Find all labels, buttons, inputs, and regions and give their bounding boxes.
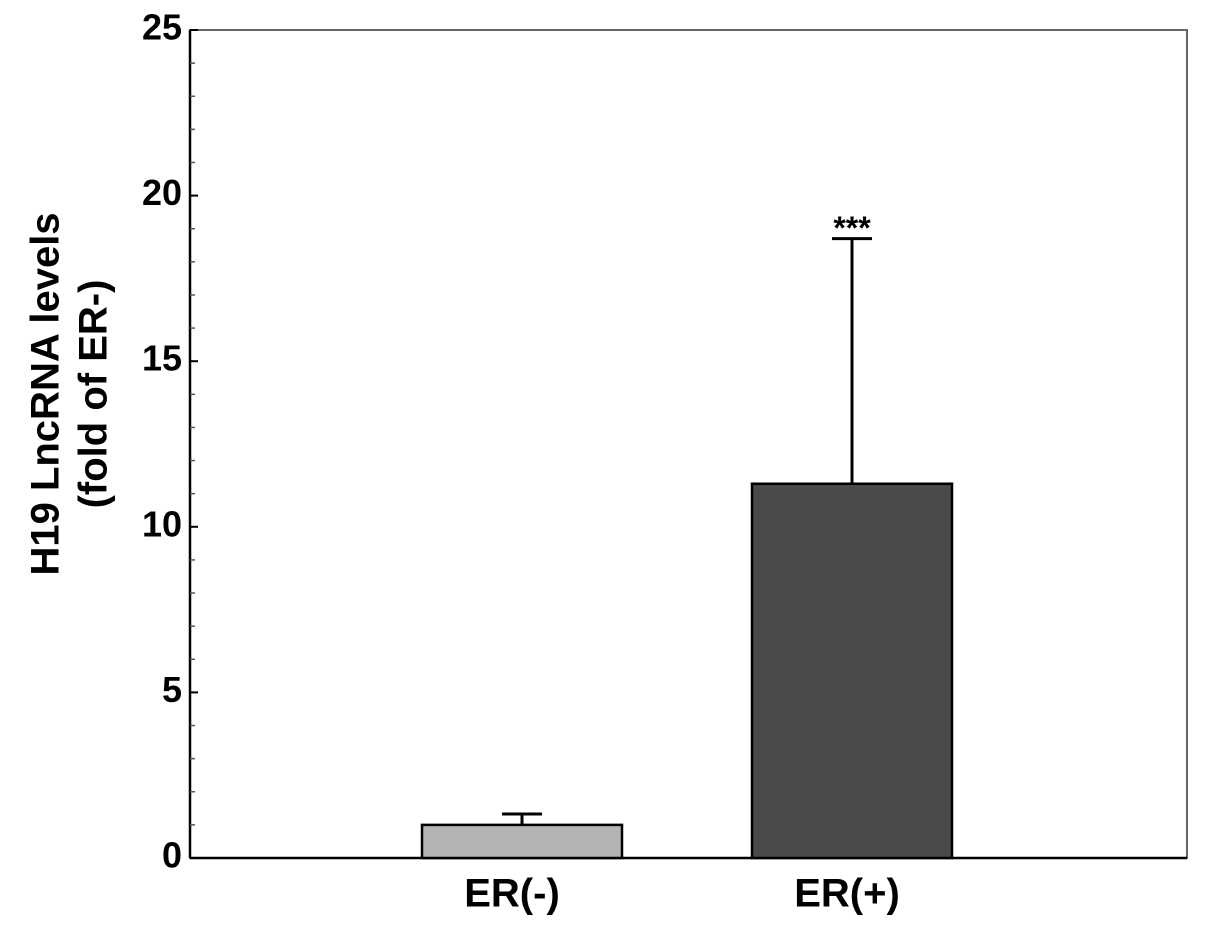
- y-tick-label: 15: [142, 338, 182, 379]
- y-axis-title-line: (fold of ER-): [72, 280, 116, 509]
- significance-label: ***: [833, 210, 871, 246]
- x-tick-label: ER(-): [464, 872, 560, 916]
- y-axis-title: H19 LncRNA levels (fold of ER-): [24, 212, 116, 575]
- plot-frame: [189, 29, 1188, 859]
- bar: [420, 823, 624, 860]
- y-tick-label: 20: [142, 172, 182, 213]
- bar: [750, 482, 954, 860]
- x-tick-label: ER(+): [794, 872, 900, 916]
- y-tick-label: 10: [142, 503, 182, 544]
- y-axis-title-line: H19 LncRNA levels: [24, 212, 68, 575]
- y-tick-label: 5: [162, 669, 182, 710]
- y-tick-label: 0: [162, 835, 182, 876]
- y-tick-label: 25: [142, 7, 182, 48]
